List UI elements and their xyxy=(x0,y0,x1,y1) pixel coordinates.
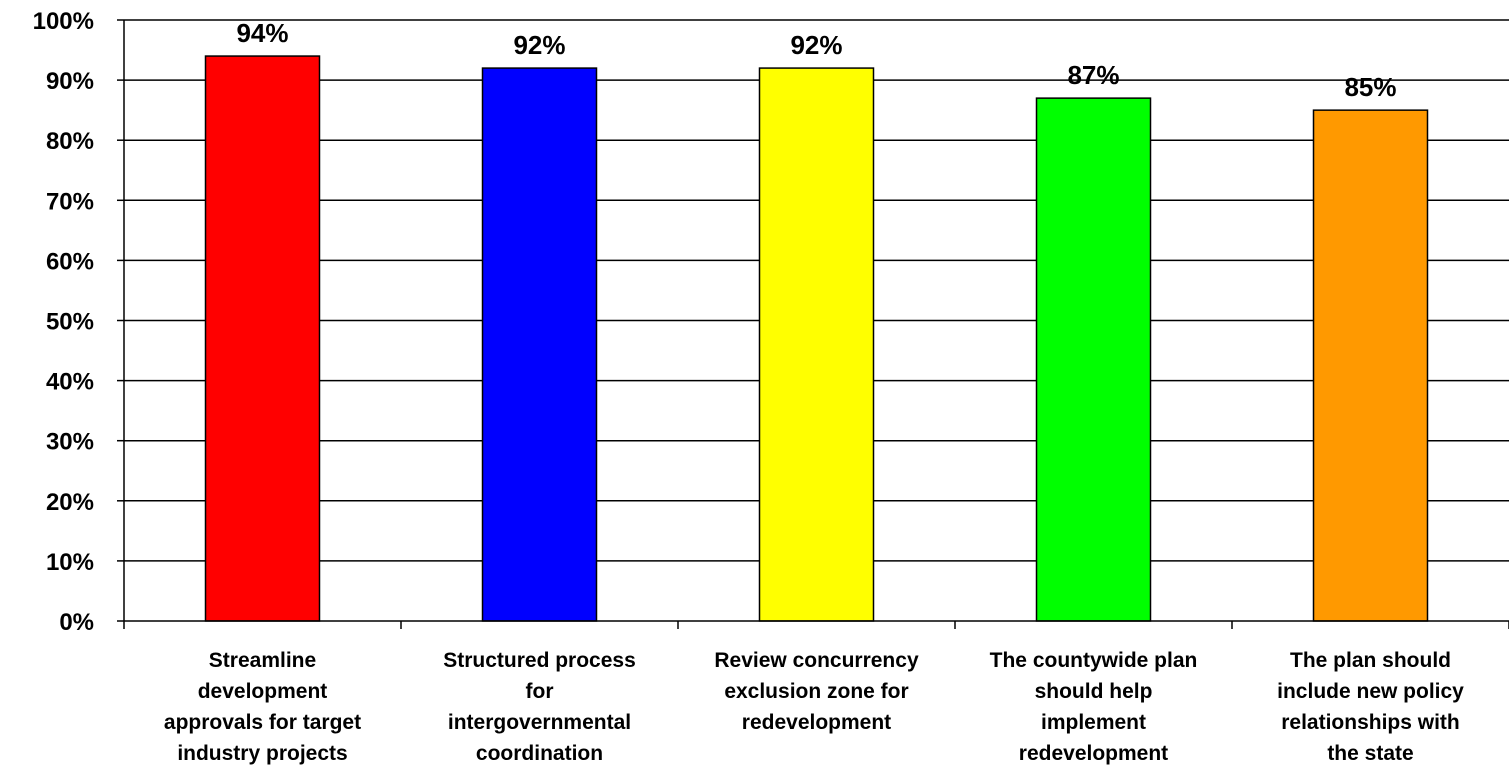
x-tick-label-line: redevelopment xyxy=(742,711,891,734)
x-tick-label-line: implement xyxy=(1041,711,1146,734)
x-tick-label: Streamline development approvals for targe… xyxy=(164,649,361,765)
y-tick-label: 0% xyxy=(59,609,94,636)
x-tick-label-line: The countywide plan xyxy=(990,649,1198,672)
y-tick-label: 60% xyxy=(46,248,94,275)
bar xyxy=(204,55,321,622)
bar xyxy=(481,67,598,622)
data-label: 92% xyxy=(790,30,842,60)
x-tick-label: Structured process for intergovernmental co… xyxy=(443,649,636,765)
x-tick-label-line: intergovernmental xyxy=(448,711,631,734)
y-tick-label: 20% xyxy=(46,489,94,516)
x-tick-label-line: exclusion zone for xyxy=(724,680,908,703)
y-tick-labels: 0% 10% 20% 30% 40% 50% 60% 70% 80% 90% 100% xyxy=(33,8,94,636)
data-label: 94% xyxy=(236,18,288,48)
y-tick-label: 80% xyxy=(46,128,94,155)
x-tick-label-line: include new policy xyxy=(1277,680,1464,703)
y-tick-label: 70% xyxy=(46,188,94,215)
bar xyxy=(758,67,875,622)
x-tick-label-line: for xyxy=(526,680,554,703)
x-tick-label: The plan should include new policy relatio… xyxy=(1277,649,1464,765)
y-tick-label: 10% xyxy=(46,549,94,576)
x-tick-label-line: Streamline xyxy=(209,649,316,672)
x-tick-label-line: redevelopment xyxy=(1019,742,1168,765)
x-tick-label-line: the state xyxy=(1327,742,1413,765)
x-tick-label-line: approvals for target xyxy=(164,711,361,734)
y-tick-label: 50% xyxy=(46,309,94,336)
x-tick-label: The countywide plan should help implement r… xyxy=(990,649,1198,765)
data-label: 92% xyxy=(513,30,565,60)
x-tick-label-line: relationships with xyxy=(1281,711,1460,734)
x-tick-label-line: should help xyxy=(1035,680,1153,703)
data-label: 85% xyxy=(1344,72,1396,102)
data-label: 87% xyxy=(1067,60,1119,90)
x-tick-label-line: Review concurrency xyxy=(714,649,919,672)
axes xyxy=(117,19,1509,629)
x-tick-label-line: The plan should xyxy=(1290,649,1451,672)
y-tick-label: 90% xyxy=(46,68,94,95)
x-tick-label-line: coordination xyxy=(476,742,603,765)
y-tick-label: 40% xyxy=(46,369,94,396)
bar xyxy=(1312,109,1429,622)
x-tick-label-line: industry projects xyxy=(177,742,347,765)
x-tick-label: Review concurrency exclusion zone for rede… xyxy=(714,649,919,734)
category-labels: Streamline development approvals for targe… xyxy=(164,649,1464,765)
y-tick-label: 30% xyxy=(46,429,94,456)
x-tick-label-line: development xyxy=(198,680,328,703)
y-tick-label: 100% xyxy=(33,8,94,35)
x-tick-label-line: Structured process xyxy=(443,649,636,672)
bar xyxy=(1035,97,1152,622)
data-labels: 94% 92% 92% 87% 85% xyxy=(236,18,1396,102)
